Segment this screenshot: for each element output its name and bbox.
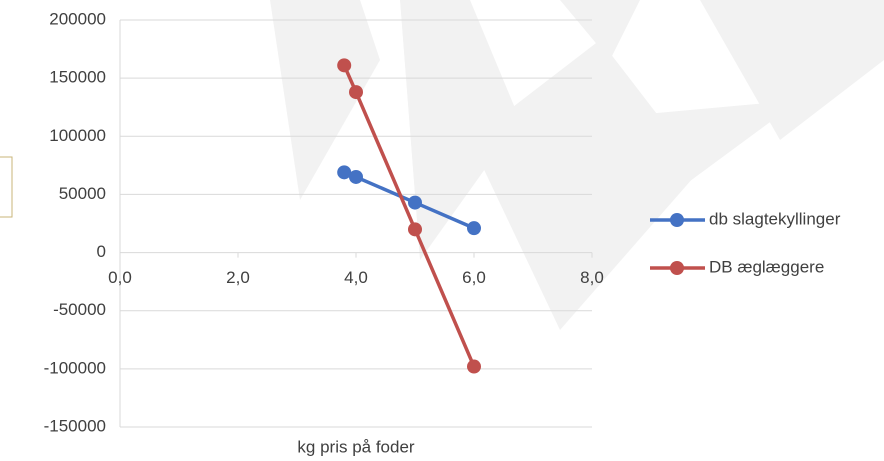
decor-shape xyxy=(470,40,700,330)
legend-marker xyxy=(670,213,684,227)
decor-shape xyxy=(580,100,800,240)
decor-shape xyxy=(560,0,640,60)
data-point xyxy=(337,58,352,73)
legend-label: DB æglæggere xyxy=(709,257,824,276)
data-point xyxy=(349,169,363,184)
decor-shape xyxy=(270,0,380,200)
cut-off-box xyxy=(0,156,13,218)
y-tick-label: 150000 xyxy=(49,68,106,87)
x-tick-label: 8,0 xyxy=(580,268,604,287)
decor-shape xyxy=(400,0,520,260)
x-tick-label: 6,0 xyxy=(462,268,486,287)
y-tick-label: 100000 xyxy=(49,126,106,145)
legend-label: db slagtekyllinger xyxy=(709,209,841,228)
x-axis-title: kg pris på foder xyxy=(297,437,415,456)
y-tick-label: -100000 xyxy=(44,358,106,377)
x-tick-label: 0,0 xyxy=(108,268,132,287)
data-point xyxy=(408,222,422,237)
data-point xyxy=(467,221,481,236)
left-fragment xyxy=(0,156,13,218)
y-tick-label: -50000 xyxy=(53,300,106,319)
y-tick-label: 0 xyxy=(97,242,106,261)
data-point xyxy=(467,359,481,374)
legend-marker xyxy=(670,261,684,275)
x-tick-label: 4,0 xyxy=(344,268,368,287)
series-line xyxy=(342,64,476,368)
data-point xyxy=(337,165,352,180)
y-tick-label: -150000 xyxy=(44,416,106,435)
x-tick-label: 2,0 xyxy=(226,268,250,287)
decor-shape xyxy=(700,0,884,140)
data-point xyxy=(408,195,422,210)
y-tick-label: 200000 xyxy=(49,9,106,28)
data-point xyxy=(349,85,363,100)
background-decoration xyxy=(270,0,884,330)
y-tick-label: 50000 xyxy=(59,184,106,203)
